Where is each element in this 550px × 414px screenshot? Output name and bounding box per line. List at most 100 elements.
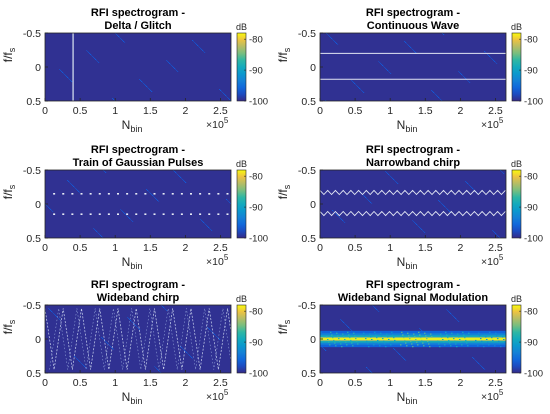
signal-wideband-speckle [406,345,408,347]
noise-speckle [123,212,125,213]
noise-speckle [408,45,410,46]
colorbar-tick-label: -90 [524,66,538,77]
colorbar-tick-label: -80 [249,172,263,183]
x-axis-label-main: N [397,118,406,132]
signal-wideband-speckle [407,332,409,334]
noise-speckle [190,356,192,357]
noise-speckle [390,176,392,177]
noise-speckle [92,56,94,57]
signal-pulse [53,213,56,215]
signal-wideband-speckle [426,338,428,340]
noise-speckle [442,33,444,34]
noise-speckle [81,363,83,364]
noise-speckle [148,191,150,192]
noise-speckle [359,88,361,89]
noise-speckle [484,369,486,370]
noise-speckle [229,99,231,100]
noise-speckle [341,219,343,220]
noise-speckle [48,207,50,208]
noise-speckle [155,367,157,368]
noise-speckle [436,95,438,96]
noise-speckle [159,371,161,372]
noise-speckle [331,38,333,39]
noise-speckle [105,341,107,342]
signal-wideband-speckle [444,344,446,346]
noise-speckle [421,229,423,230]
noise-speckle [67,77,69,78]
signal-wideband-speckle [402,334,404,336]
noise-speckle [68,78,70,79]
noise-speckle [120,209,122,210]
colorbar-label: dB [236,294,247,304]
signal-wideband-speckle [442,339,444,340]
noise-speckle [103,339,105,340]
x-tick-label: 2.5 [488,242,503,254]
noise-speckle [380,63,382,64]
noise-speckle [77,190,79,191]
noise-speckle [135,325,137,326]
noise-speckle [439,98,441,99]
noise-speckle [450,313,452,314]
signal-pulse [144,193,147,195]
y-axis-label-sub: s [282,47,292,52]
noise-speckle [495,62,497,63]
noise-speckle [164,308,166,309]
noise-speckle [363,195,365,196]
noise-speckle [440,202,442,203]
x-axis-label: Nbin [122,118,143,134]
signal-wideband-speckle [501,333,503,335]
noise-speckle [421,330,423,331]
x-tick-label: 0.5 [73,242,88,254]
y-axis-label-sub: s [7,319,17,324]
noise-speckle [344,323,346,324]
noise-speckle [181,347,183,348]
noise-speckle [337,44,339,45]
noise-speckle [383,66,385,67]
noise-speckle [108,344,110,345]
signal-wideband-speckle [447,337,449,339]
noise-speckle [186,352,188,353]
noise-speckle [76,189,78,190]
noise-speckle [386,172,388,173]
noise-speckle [464,77,466,78]
signal-wideband-speckle [429,346,431,348]
noise-speckle [493,231,495,232]
x-multiplier: ×105 [206,116,229,131]
noise-speckle [88,52,90,53]
colorbar-tick-label: -80 [249,307,263,318]
noise-speckle [414,222,416,223]
noise-speckle [406,43,408,44]
noise-speckle [413,50,415,51]
noise-speckle [136,326,138,327]
noise-speckle [368,369,370,370]
signal-wideband-speckle [504,341,506,343]
noise-speckle [372,305,374,306]
x-tick-label: 0 [42,242,48,254]
signal-pulse [116,213,119,215]
signal-wideband-speckle [371,339,373,340]
signal-wideband-speckle [496,335,498,337]
noise-speckle [475,360,477,361]
noise-speckle [132,322,134,323]
y-tick-label: 0 [35,199,41,211]
noise-speckle [139,79,141,80]
signal-wideband-speckle [374,331,376,333]
signal-pulse [126,213,129,215]
noise-speckle [397,352,399,353]
plot-area [320,305,506,373]
noise-speckle [223,93,225,94]
noise-speckle [443,34,445,35]
noise-speckle [175,172,177,173]
noise-speckle [471,187,473,188]
noise-speckle [142,82,144,83]
signal-wideband-speckle [365,338,367,340]
noise-speckle [496,63,498,64]
signal-wideband-speckle [428,343,430,345]
signal-wideband-speckle [427,340,429,342]
noise-speckle [168,62,170,63]
x-tick-label: 0.5 [73,377,88,389]
y-axis-label-main: f/f [1,189,15,200]
noise-speckle [411,48,413,49]
